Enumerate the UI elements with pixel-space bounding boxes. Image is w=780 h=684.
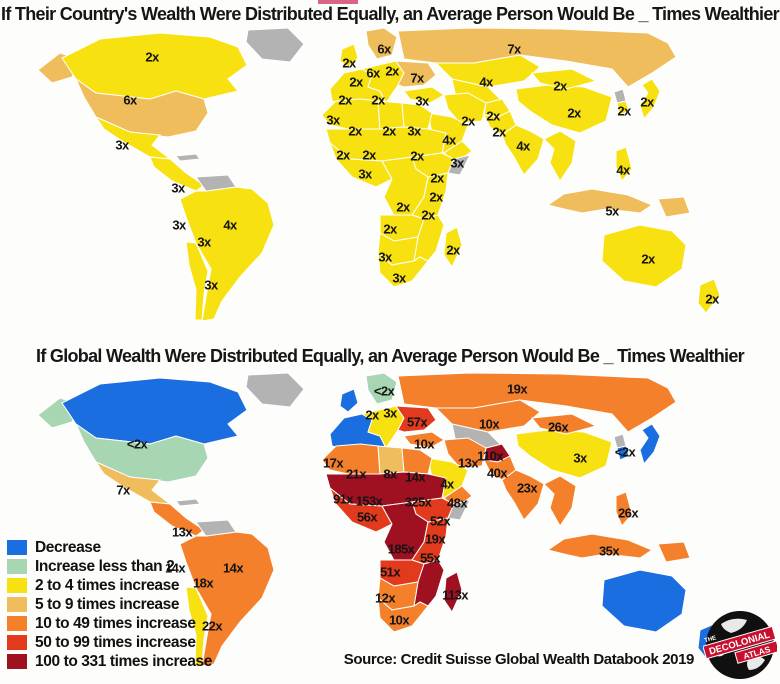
legend-item: 100 to 331 times increase	[7, 652, 212, 671]
region-cuba	[175, 498, 201, 507]
region-maghreb	[321, 98, 381, 130]
region-turkey	[403, 86, 445, 104]
region-indonesia	[546, 533, 654, 559]
legend-item: Increase less than 2	[7, 557, 212, 576]
legend-item: 2 to 4 times increase	[7, 576, 212, 595]
region-korea_south	[616, 100, 630, 116]
region-madagascar	[443, 571, 463, 614]
region-somalia	[447, 154, 471, 176]
region-philippines	[615, 146, 633, 182]
region-india	[501, 124, 545, 176]
legend-label: 100 to 331 times increase	[35, 652, 212, 670]
region-ukraine	[395, 405, 437, 433]
region-uk	[339, 43, 359, 68]
global-map-title: If Global Wealth Were Distributed Equall…	[36, 346, 745, 366]
region-south_africa	[377, 251, 429, 288]
source-credit: Source: Credit Suisse Global Wealth Data…	[343, 651, 695, 668]
region-somalia	[447, 499, 471, 521]
region-central_america	[149, 501, 205, 537]
region-south_america	[179, 531, 275, 667]
logo-text-the: THE	[704, 635, 717, 644]
region-libya	[377, 100, 405, 130]
region-iran	[443, 92, 487, 124]
decolonial-atlas-logo: DECOLONIAL ATLAS THE	[702, 608, 780, 682]
region-venezuela	[195, 519, 237, 537]
legend-swatch	[7, 616, 27, 631]
region-ukraine	[395, 60, 437, 88]
region-new_guinea	[657, 196, 691, 218]
legend-label: Decrease	[35, 538, 101, 556]
global-wealth-map	[37, 373, 721, 667]
region-south_africa	[377, 596, 429, 633]
legend-item: 10 to 49 times increase	[7, 614, 212, 633]
legend-label: 5 to 9 times increase	[35, 595, 180, 613]
legend-swatch	[7, 654, 27, 669]
region-madagascar	[443, 226, 463, 269]
cropped-banner	[318, 0, 358, 4]
legend-swatch	[7, 635, 27, 650]
region-maghreb	[321, 443, 381, 475]
region-japan	[639, 423, 661, 466]
region-cuba	[175, 153, 201, 162]
region-west_africa	[328, 141, 393, 188]
legend-swatch	[7, 559, 27, 574]
legend-swatch	[7, 597, 27, 612]
legend-item: 5 to 9 times increase	[7, 595, 212, 614]
region-china	[515, 84, 613, 134]
region-nz	[697, 278, 721, 314]
national-map-title: If Their Country's Wealth Were Distribut…	[1, 4, 780, 24]
region-indonesia	[546, 188, 654, 214]
region-egypt	[401, 102, 433, 130]
region-central_america	[149, 156, 205, 192]
region-sea_mainland	[543, 475, 577, 527]
region-egypt	[401, 447, 433, 475]
region-mongolia	[531, 413, 598, 435]
legend-swatch	[7, 578, 27, 593]
globe-icon: DECOLONIAL ATLAS THE	[702, 611, 780, 679]
region-australia	[601, 224, 687, 288]
legend-item: Decrease	[7, 538, 212, 557]
region-australia	[601, 569, 687, 633]
region-mongolia	[531, 68, 598, 90]
region-japan	[639, 78, 661, 121]
region-philippines	[615, 491, 633, 527]
region-china	[515, 429, 613, 479]
region-south_america	[179, 186, 275, 322]
region-scandinavia	[365, 373, 398, 405]
region-india	[501, 469, 545, 521]
region-west_africa	[328, 486, 393, 533]
region-uk	[339, 388, 359, 413]
region-iran	[443, 437, 487, 469]
legend-label: 10 to 49 times increase	[35, 614, 196, 632]
region-libya	[377, 445, 405, 475]
region-sea_mainland	[543, 130, 577, 182]
region-turkey	[403, 431, 445, 449]
region-greenland	[245, 28, 305, 63]
region-chile	[185, 241, 209, 321]
region-greenland	[245, 373, 305, 408]
national-wealth-map	[37, 28, 721, 322]
legend-item: 50 to 99 times increase	[7, 633, 212, 652]
region-new_guinea	[657, 541, 691, 563]
region-venezuela	[195, 174, 237, 192]
legend-swatch	[7, 540, 27, 555]
region-chile	[185, 586, 209, 666]
legend-label: Increase less than 2	[35, 557, 175, 575]
legend-label: 50 to 99 times increase	[35, 633, 196, 651]
region-korea_south	[616, 445, 630, 461]
region-scandinavia	[365, 28, 398, 60]
legend-label: 2 to 4 times increase	[35, 576, 180, 594]
